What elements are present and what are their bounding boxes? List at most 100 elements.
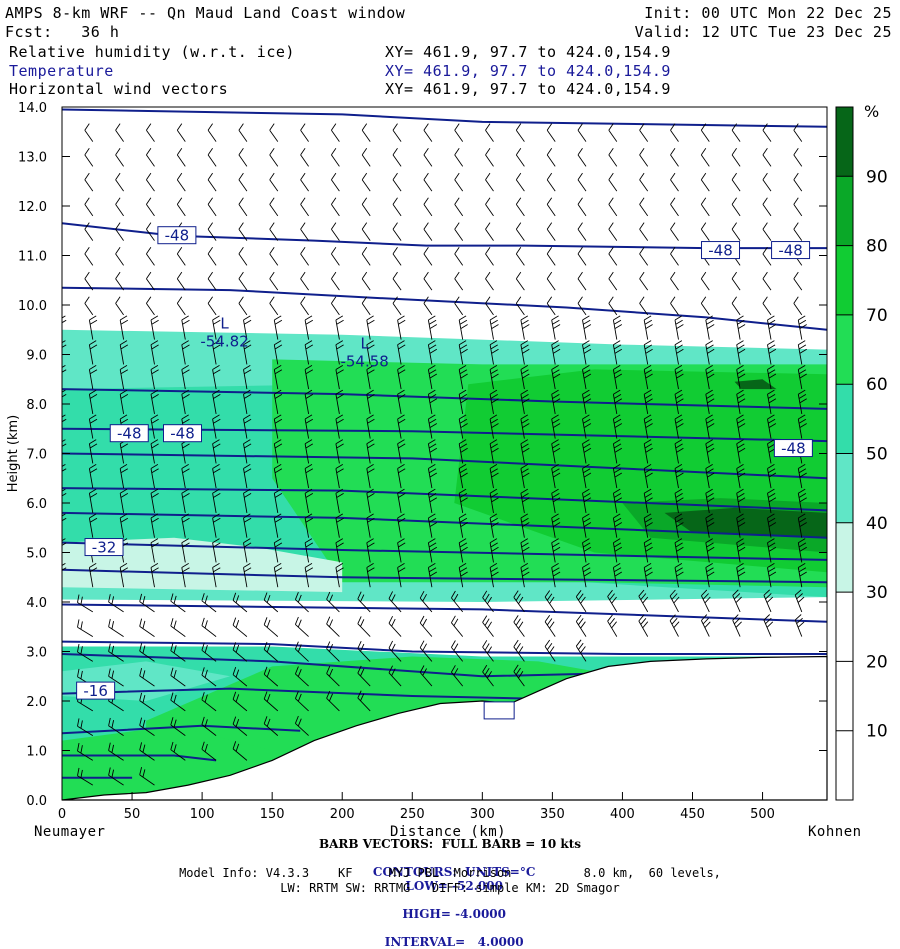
wind-barb [62, 464, 67, 489]
wind-barb [62, 488, 67, 513]
wind-barb [643, 340, 653, 365]
wind-barb [397, 464, 406, 489]
forecast-hour: Fcst: 36 h [5, 23, 120, 41]
wind-barb [357, 641, 371, 662]
wind-barb [88, 414, 98, 439]
wind-barb [767, 389, 777, 414]
wind-barb [331, 172, 340, 192]
wind-barb [551, 315, 561, 340]
y-tick-label: 11.0 [18, 250, 47, 265]
wind-barb [419, 615, 433, 637]
wind-barb [146, 247, 155, 266]
colorbar-swatch [836, 176, 853, 246]
wind-barb [273, 538, 283, 563]
wind-barb [361, 123, 371, 142]
wind-barb [304, 513, 314, 538]
wind-barb [212, 439, 221, 464]
wind-barb [458, 488, 468, 513]
wind-barb [582, 538, 592, 563]
y-tick-label: 12.0 [18, 200, 47, 215]
wind-barb [212, 340, 221, 365]
wind-barb [84, 172, 94, 192]
y-tick-label: 10.0 [18, 299, 47, 314]
wind-barb [269, 197, 279, 217]
wind-barb [451, 665, 464, 687]
wind-barb [366, 315, 375, 340]
wind-barb [551, 389, 561, 414]
wind-barb [612, 488, 623, 513]
wind-barb [119, 563, 129, 588]
wind-barb [674, 464, 684, 489]
wind-barb [515, 222, 525, 241]
wind-barb [669, 589, 680, 613]
wind-barb [201, 716, 217, 736]
wind-barb [397, 538, 406, 563]
wind-barb [115, 271, 124, 291]
colorbar: 10 20 30 40 50 60 70 80 90% [835, 102, 888, 801]
wind-barb [397, 563, 406, 588]
wind-barb [361, 148, 371, 167]
wind-barb [238, 222, 248, 241]
wind-barb [489, 563, 499, 588]
wind-barb [705, 340, 715, 365]
wind-barb [736, 513, 746, 538]
wind-barb [300, 271, 309, 291]
wind-barb [700, 247, 710, 266]
wind-barb [232, 741, 248, 761]
wind-barb [115, 172, 124, 192]
y-tick-label: 3.0 [26, 646, 47, 661]
wind-barb [520, 563, 530, 588]
wind-barb [797, 389, 807, 414]
axes: 0.0 1.0 2.0 3.0 4.0 5.0 6.0 7.0 8.0 9.0 10.0 11.0 12… [6, 101, 827, 822]
y-tick-label: 6.0 [26, 497, 47, 512]
wind-barb [108, 668, 124, 687]
wind-barb [700, 614, 711, 637]
field-xy-temperature: XY= 461.9, 97.7 to 424.0,154.9 [385, 62, 671, 80]
wind-barb [207, 247, 217, 266]
wind-barb [639, 172, 649, 192]
wind-barb [731, 247, 741, 266]
init-time: Init: 00 UTC Mon 22 Dec 25 [644, 4, 892, 22]
wind-barb [176, 222, 186, 241]
wind-barb [361, 197, 371, 217]
wind-barb [705, 414, 715, 439]
wind-barb [366, 538, 375, 563]
wind-barb [77, 743, 94, 761]
wind-barb [119, 340, 129, 365]
wind-barb [273, 563, 283, 588]
wind-barb [238, 197, 248, 217]
wind-barb [700, 172, 710, 192]
wind-barb [119, 365, 129, 390]
wind-barb [335, 538, 344, 563]
wind-barb [392, 247, 402, 266]
wind-barb [201, 741, 217, 761]
wind-barb [489, 389, 499, 414]
wind-barb [243, 513, 252, 538]
wind-barb [520, 315, 530, 340]
wind-barb [612, 414, 623, 439]
wind-barb [582, 365, 592, 390]
wind-barb [170, 593, 186, 613]
wind-barb [304, 315, 314, 340]
wind-barb [520, 340, 530, 365]
wind-barb [294, 641, 309, 662]
colorbar-swatch [836, 245, 853, 315]
wind-barb [762, 296, 772, 316]
wind-barb [88, 464, 98, 489]
wind-barb [243, 315, 252, 340]
wind-barb [300, 172, 309, 192]
wind-barb [181, 365, 190, 390]
wind-barb [366, 340, 375, 365]
contour-label-box [84, 538, 124, 557]
wind-barb [366, 488, 375, 513]
wind-barb [705, 488, 715, 513]
wind-barb [335, 389, 344, 414]
wind-barb [485, 148, 494, 167]
x-tick-label: 200 [330, 807, 355, 822]
wind-barb [119, 538, 129, 563]
wind-barb [62, 314, 63, 315]
wind-barb [551, 488, 561, 513]
contour-label-box [771, 241, 811, 260]
wind-barb [700, 589, 711, 613]
y-tick-label: 14.0 [18, 101, 47, 116]
